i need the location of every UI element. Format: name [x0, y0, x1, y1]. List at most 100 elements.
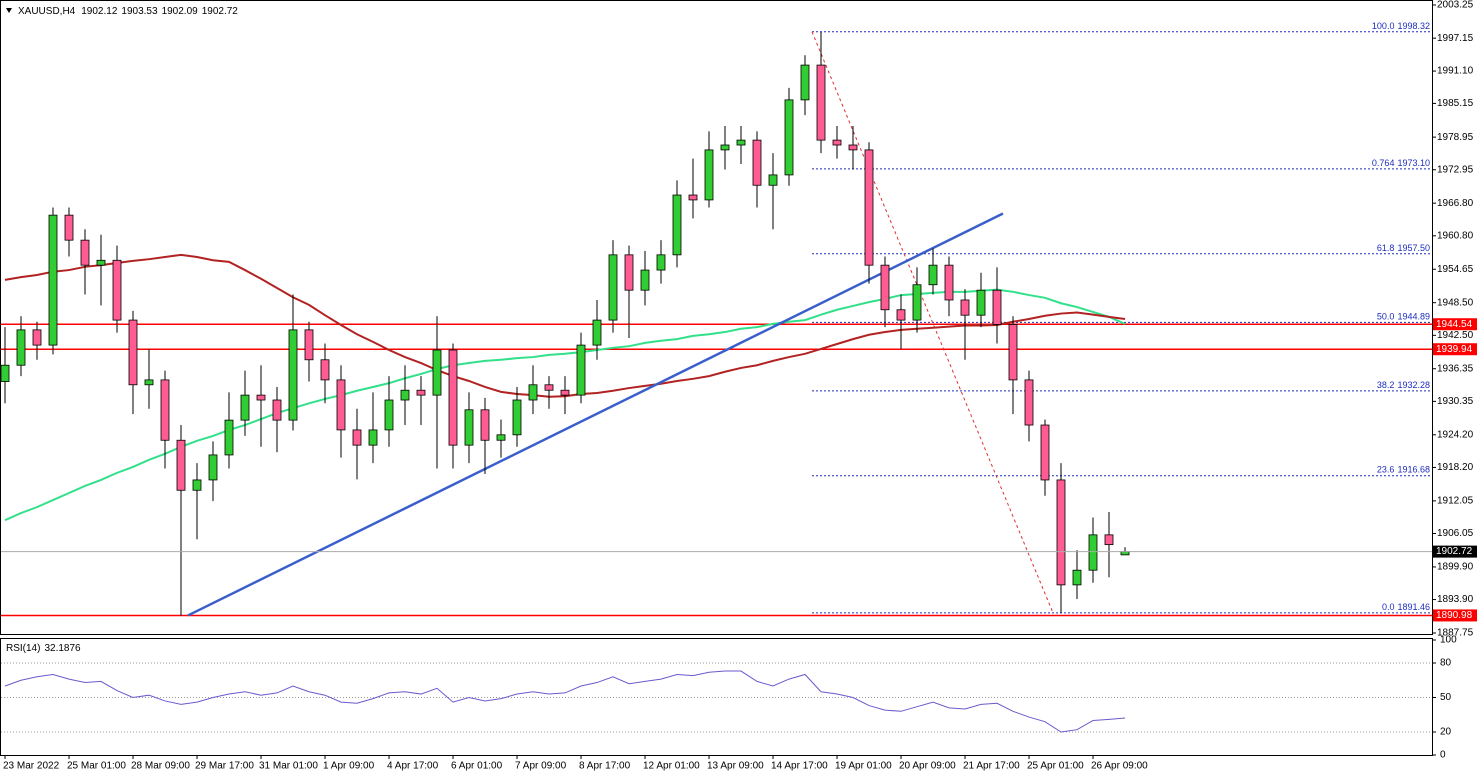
level-box: [1433, 318, 1477, 331]
rsi-tick-label: 50: [1440, 692, 1452, 703]
x-tick-label: 8 Apr 17:00: [579, 761, 631, 772]
candle-body: [176, 439, 186, 491]
x-tick-label: 28 Mar 09:00: [131, 761, 190, 772]
candle-body: [80, 239, 90, 266]
candle-body: [112, 259, 122, 321]
fib-label: 23.6 1916.68: [1377, 465, 1430, 475]
candle-body: [400, 389, 410, 401]
y-tick-label: 2003.25: [1437, 0, 1474, 11]
low: 1902.09: [162, 6, 199, 17]
current-price-box: [1433, 545, 1477, 558]
candle-body: [272, 399, 282, 421]
candle-body: [896, 309, 906, 321]
candle-body: [480, 409, 490, 441]
fib-level: 61.8: [1377, 243, 1395, 253]
candle-body: [160, 379, 170, 441]
candle-body: [560, 389, 570, 396]
fib-label: 61.8 1957.50: [1377, 243, 1430, 253]
fib-label: 0.764 1973.10: [1372, 158, 1430, 168]
y-tick-label: 1966.80: [1437, 198, 1474, 209]
candle-body: [240, 394, 250, 421]
candle-body: [960, 299, 970, 316]
candle-body: [576, 344, 586, 396]
level-label: 1939.94: [1436, 344, 1473, 355]
fib-level: 50.0: [1377, 312, 1395, 322]
y-tick-label: 1985.15: [1437, 98, 1474, 109]
candle-body: [192, 479, 202, 491]
x-tick-label: 26 Apr 09:00: [1091, 761, 1148, 772]
candle-body: [128, 319, 138, 386]
candle-body: [544, 384, 554, 391]
fib-price: 1973.10: [1397, 158, 1430, 168]
candle-body: [368, 429, 378, 446]
x-tick-label: 1 Apr 09:00: [323, 761, 375, 772]
candle-body: [752, 139, 762, 186]
fib-label: 0.0 1891.46: [1382, 602, 1430, 612]
y-tick-label: 1997.15: [1437, 33, 1474, 44]
candle-body: [1040, 424, 1050, 481]
rsi-tick-label: 20: [1440, 727, 1452, 738]
y-tick-label: 1887.75: [1437, 628, 1474, 639]
candle-body: [1104, 534, 1114, 546]
level-box: [1433, 609, 1477, 622]
x-tick-label: 4 Apr 17:00: [387, 761, 439, 772]
x-tick-label: 14 Apr 17:00: [771, 761, 828, 772]
open: 1902.12: [81, 6, 118, 17]
candle-body: [48, 214, 58, 346]
candle-body: [832, 139, 842, 146]
fib-price: 1944.89: [1397, 312, 1430, 322]
candle-body: [784, 99, 794, 176]
candle-body: [880, 264, 890, 311]
fib-price: 1891.46: [1397, 602, 1430, 612]
y-tick-label: 1899.90: [1437, 562, 1474, 573]
candle-body: [848, 144, 858, 151]
x-tick-label: 29 Mar 17:00: [195, 761, 254, 772]
candle-body: [768, 174, 778, 186]
candle-body: [608, 254, 618, 321]
y-tick-label: 1906.05: [1437, 528, 1474, 539]
candle-body: [944, 264, 954, 301]
fib-level: 0.764: [1372, 158, 1395, 168]
candle-body: [640, 269, 650, 291]
y-tick-label: 1991.10: [1437, 66, 1474, 77]
y-tick-label: 1942.50: [1437, 330, 1474, 341]
candle-body: [1056, 479, 1066, 586]
candle-body: [528, 384, 538, 401]
fib-level: 23.6: [1377, 465, 1395, 475]
x-tick-label: 21 Apr 17:00: [963, 761, 1020, 772]
y-tick-label: 1948.50: [1437, 297, 1474, 308]
level-label: 1890.98: [1436, 610, 1473, 621]
candle-body: [736, 139, 746, 146]
y-tick-label: 1918.20: [1437, 462, 1474, 473]
candle-body: [1088, 534, 1098, 571]
moving-average: [4, 288, 1126, 522]
y-tick-label: 1954.65: [1437, 264, 1474, 275]
fib-price: 1957.50: [1397, 243, 1430, 253]
current-price-label: 1902.72: [1436, 546, 1473, 557]
x-tick-label: 7 Apr 09:00: [515, 761, 567, 772]
rsi-tick-label: 0: [1440, 750, 1446, 761]
y-tick-label: 1912.05: [1437, 496, 1474, 507]
x-tick-label: 13 Apr 09:00: [707, 761, 764, 772]
candle-body: [512, 399, 522, 436]
fib-level: 0.0: [1382, 602, 1395, 612]
candle-body: [96, 259, 106, 266]
rsi-line: [4, 670, 1126, 733]
candle-body: [352, 429, 362, 446]
candle-body: [16, 329, 26, 366]
candle-body: [336, 379, 346, 431]
candle-body: [304, 329, 314, 361]
candle-body: [976, 289, 986, 316]
fib-diagonal: [811, 31, 1054, 614]
candle-body: [656, 254, 666, 271]
y-tick-label: 1930.35: [1437, 396, 1474, 407]
level-label: 1944.54: [1436, 319, 1473, 330]
candle-body: [256, 394, 266, 401]
rsi-tick-label: 80: [1440, 658, 1452, 669]
candle-body: [32, 329, 42, 346]
y-tick-label: 1936.35: [1437, 363, 1474, 374]
fib-label: 38.2 1932.28: [1377, 380, 1430, 390]
x-tick-label: 12 Apr 01:00: [643, 761, 700, 772]
